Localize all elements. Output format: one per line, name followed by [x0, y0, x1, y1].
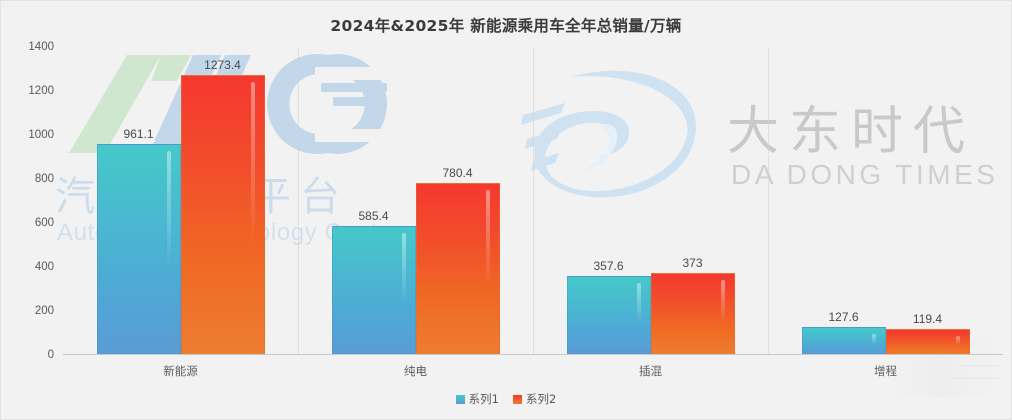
bar-group-新能源: 961.1 1273.4 新能源 — [63, 47, 298, 378]
data-label: 357.6 — [593, 259, 624, 274]
category-divider — [768, 47, 769, 355]
y-axis-tick-1400: 1400 — [28, 41, 54, 53]
bar-增程-系列1[interactable]: 127.6 — [801, 310, 886, 355]
bar-新能源-系列2[interactable]: 1273.4 — [180, 58, 265, 355]
category-divider — [533, 47, 534, 355]
data-label: 373 — [682, 255, 703, 270]
y-axis-tick-1000: 1000 — [28, 129, 54, 141]
x-axis-label-新能源: 新能源 — [163, 364, 198, 378]
y-axis-tick-800: 800 — [34, 173, 54, 185]
bar-highlight — [250, 81, 255, 244]
bar-新能源-系列1[interactable]: 961.1 — [96, 127, 181, 355]
y-axis-tick-400: 400 — [34, 261, 54, 273]
bar-插混-系列2[interactable]: 373 — [650, 256, 735, 355]
legend-label: 系列2 — [526, 392, 557, 406]
bar-highlight — [636, 283, 641, 324]
y-axis-tick-600: 600 — [34, 217, 54, 229]
data-label: 780.4 — [442, 166, 473, 181]
legend-label: 系列1 — [468, 392, 499, 406]
y-axis-tick-1200: 1200 — [28, 85, 54, 97]
x-axis-line — [63, 354, 1003, 355]
category-divider — [298, 47, 299, 355]
x-axis-label-插混: 插混 — [639, 364, 662, 378]
bar-增程-系列2[interactable]: 119.4 — [885, 312, 970, 355]
bar-group-纯电: 585.4 780.4 纯电 — [298, 47, 533, 378]
y-axis-tick-200: 200 — [34, 305, 54, 317]
bar-group-插混: 357.6 373 插混 — [533, 47, 768, 378]
legend-swatch-icon — [513, 394, 522, 404]
chart-legend[interactable]: 系列1 系列2 — [1, 391, 1011, 407]
bar-highlight — [485, 190, 490, 287]
legend-item-系列2[interactable]: 系列2 — [513, 391, 556, 407]
bar-插混-系列1[interactable]: 357.6 — [566, 259, 651, 355]
bar-highlight — [871, 333, 876, 345]
bar-group-增程: 127.6 119.4 增程 — [768, 47, 1003, 378]
chart-title: 2024年&2025年 新能源乘用车全年总销量/万辆 — [330, 17, 682, 35]
bar-纯电-系列1[interactable]: 585.4 — [331, 209, 416, 355]
legend-item-系列1[interactable]: 系列1 — [455, 391, 499, 407]
plot-area: 0 200 400 600 800 1000 1200 1400 961.1 1273.4 新能源… — [28, 41, 1003, 378]
data-label: 585.4 — [358, 209, 389, 224]
x-axis-label-增程: 增程 — [874, 364, 897, 378]
x-axis-label-纯电: 纯电 — [404, 364, 427, 378]
bar-纯电-系列2[interactable]: 780.4 — [415, 166, 500, 355]
legend-swatch-icon — [455, 394, 465, 404]
data-label: 961.1 — [123, 126, 154, 141]
data-label: 1273.4 — [204, 57, 241, 72]
data-label: 127.6 — [828, 309, 859, 324]
bar-highlight — [955, 335, 960, 345]
y-axis-tick-0: 0 — [47, 349, 54, 361]
bar-highlight — [401, 233, 406, 304]
bar-highlight — [720, 279, 725, 323]
data-label: 119.4 — [912, 311, 943, 326]
bar-highlight — [166, 150, 171, 271]
